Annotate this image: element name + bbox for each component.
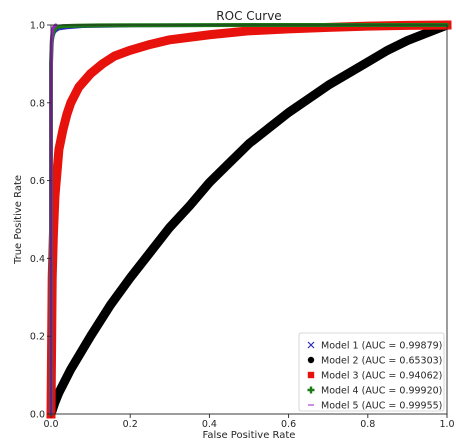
axis-ticks: 0.0 0.2 0.4 0.6 0.8 1.0 0.0 0.2 0.4 0.6 0.8 1.0 xyxy=(30,21,455,431)
y-axis-label: True Positive Rate xyxy=(13,175,24,265)
x-tick-label: 0.2 xyxy=(123,419,138,430)
chart-title: ROC Curve xyxy=(216,9,281,23)
plot-frame xyxy=(50,24,448,415)
legend-entry-3: Model 3 (AUC = 0.94062) xyxy=(321,370,442,381)
x-tick-label: 0.8 xyxy=(360,419,375,430)
y-tick-label: 0.2 xyxy=(30,332,45,343)
legend-marker-4 xyxy=(307,386,315,394)
legend-entry-1: Model 1 (AUC = 0.99879) xyxy=(321,340,442,351)
y-tick-label: 0.6 xyxy=(30,176,45,187)
x-tick-label: 0.0 xyxy=(43,419,58,430)
legend-marker-1 xyxy=(307,341,315,349)
y-tick-label: 0.8 xyxy=(30,98,45,109)
legend-marker-2 xyxy=(307,356,315,364)
legend-box xyxy=(298,332,445,412)
legend: Model 1 (AUC = 0.99879) Model 2 (AUC = 0.… xyxy=(298,332,445,412)
legend-entry-5: Model 5 (AUC = 0.99955) xyxy=(321,400,442,411)
y-tick-label: 0.4 xyxy=(30,254,45,265)
legend-entry-4: Model 4 (AUC = 0.99920) xyxy=(321,385,442,396)
y-tick-label: 0.0 xyxy=(30,410,45,421)
series-2-line xyxy=(46,20,452,419)
series-3-line xyxy=(46,20,452,419)
x-tick-label: 0.4 xyxy=(202,419,217,430)
x-tick-label: 1.0 xyxy=(439,419,454,430)
legend-entry-2: Model 2 (AUC = 0.65303) xyxy=(321,355,442,366)
x-axis-label: False Positive Rate xyxy=(203,430,296,441)
legend-marker-3 xyxy=(307,371,315,379)
y-tick-label: 1.0 xyxy=(30,21,45,32)
x-tick-label: 0.6 xyxy=(281,419,296,430)
